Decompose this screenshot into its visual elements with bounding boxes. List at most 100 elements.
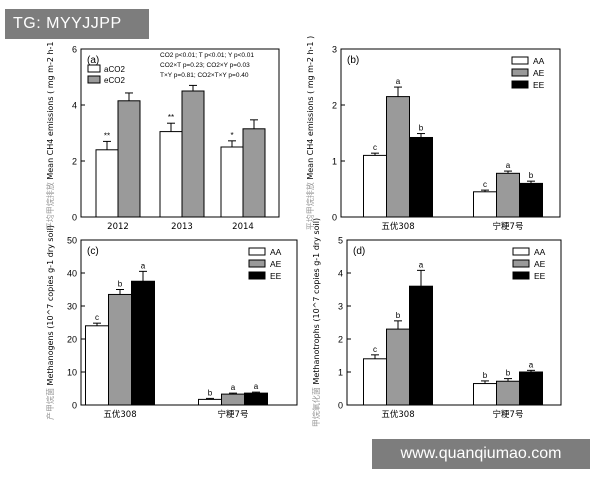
y-tick-label: 0 — [338, 401, 343, 411]
legend-label: AE — [534, 259, 546, 269]
chart-panel-d: 0 1 2 3 4 5 (d) 甲烷氧化菌 Methanotrophs (10^7 copie… — [311, 218, 562, 427]
panel-label: (d) — [353, 246, 365, 257]
bar-eCO2-1 — [181, 90, 205, 218]
y-tick-label: 2 — [72, 157, 77, 167]
y-axis-label-cn: 平均甲烷排放 — [45, 180, 55, 231]
y-tick-label: 30 — [67, 302, 77, 312]
bar-aCO2-1 — [159, 131, 183, 218]
legend-label: EE — [534, 271, 546, 281]
stats-line: CO2×T p=0.23; CO2×Y p=0.03 — [160, 62, 250, 69]
panel-label: (c) — [87, 246, 99, 257]
significance-label: * — [230, 131, 233, 140]
legend-swatch-AA — [248, 247, 266, 256]
x-tick-label: 2014 — [232, 222, 254, 232]
legend-swatch-EE — [248, 271, 266, 280]
significance-label: b — [118, 280, 123, 289]
legend-swatch-eCO2 — [87, 75, 101, 84]
stats-line: CO2 p<0.01; T p<0.01; Y p<0.01 — [160, 52, 254, 59]
legend-label: AE — [270, 259, 282, 269]
legend-swatch-AA — [511, 56, 529, 65]
y-tick-label: 2 — [338, 335, 343, 345]
legend-label: AA — [270, 247, 282, 257]
legend-label: AA — [534, 247, 546, 257]
bar-aCO2-0 — [95, 149, 119, 218]
bar-AA-1 — [473, 191, 497, 218]
significance-label: c — [95, 313, 99, 322]
y-axis-label-en: Methanogens (10^7 copies g-1 dry soil) — [46, 225, 55, 385]
y-axis-label-en: Methanotrophs (10^7 copies g-1 dry soil) — [312, 218, 321, 385]
y-axis-label: 甲烷氧化菌 Methanotrophs (10^7 copies g-1 dry… — [311, 218, 321, 427]
significance-label: ** — [104, 131, 110, 140]
y-tick-label: 4 — [338, 269, 343, 279]
watermark: www.quanqiumao.com — [372, 439, 590, 469]
bar-EE-0 — [409, 136, 433, 218]
legend-swatch-AA — [512, 247, 530, 256]
legend-label: AA — [533, 56, 545, 66]
significance-label: c — [483, 180, 487, 189]
tg-badge: TG: MYYJJPP — [5, 9, 149, 39]
bar-eCO2-0 — [117, 100, 141, 218]
significance-label: b — [208, 388, 213, 397]
legend-label: aCO2 — [104, 65, 125, 74]
y-tick-label: 6 — [72, 45, 77, 55]
y-axis-label-cn: 甲烷氧化菌 — [311, 385, 321, 428]
chart-panel-a: 0 2 4 6 (a) 平均甲烷排放 Mean CH4 emissions ( mg m-… — [45, 36, 280, 232]
x-tick-label: 五优308 — [381, 221, 414, 232]
legend-swatch-AE — [512, 259, 530, 268]
significance-label: c — [373, 345, 377, 354]
legend-swatch-EE — [511, 80, 529, 89]
legend-label: EE — [270, 271, 282, 281]
bar-EE-0 — [131, 280, 155, 406]
y-axis-label-cn: 平均甲烷排放 — [305, 180, 315, 231]
plot-frame — [80, 239, 298, 406]
x-tick-label: 2012 — [107, 222, 129, 232]
panel-label: (b) — [347, 55, 359, 66]
y-tick-label: 40 — [67, 269, 77, 279]
bar-AA-1 — [473, 383, 497, 406]
significance-label: a — [396, 77, 401, 86]
bar-AE-1 — [221, 393, 245, 406]
x-tick-label: 宁粳7号 — [218, 409, 249, 420]
x-tick-label: 宁粳7号 — [493, 409, 524, 420]
y-tick-label: 20 — [67, 335, 77, 345]
chart-panel-c: 0 10 20 30 40 50 (c) 产甲烷菌 Methanogens (10^7 cop… — [45, 225, 298, 420]
legend-label: eCO2 — [104, 76, 125, 85]
significance-label: b — [419, 124, 424, 133]
y-tick-label: 0 — [332, 213, 337, 223]
significance-label: a — [529, 360, 534, 369]
y-tick-label: 0 — [72, 401, 77, 411]
significance-label: b — [396, 311, 401, 320]
bar-aCO2-2 — [220, 146, 244, 218]
plot-frame — [340, 48, 561, 218]
y-tick-label: 10 — [67, 368, 77, 378]
y-axis-label-en: Mean CH4 emissions ( mg m-2 h-1 ) — [306, 36, 315, 180]
x-tick-label: 宁粳7号 — [493, 221, 524, 232]
legend-swatch-AE — [511, 68, 529, 77]
bar-EE-0 — [409, 285, 433, 406]
chart-panel-b: 0 1 2 3 (b) 平均甲烷排放 Mean CH4 emissions ( mg m-… — [305, 36, 561, 232]
y-tick-label: 1 — [332, 157, 337, 167]
y-tick-label: 3 — [338, 302, 343, 312]
bar-AA-1 — [198, 398, 222, 406]
significance-label: a — [419, 260, 424, 269]
bar-AE-1 — [496, 172, 520, 218]
y-tick-label: 5 — [338, 236, 343, 246]
legend-label: EE — [533, 80, 545, 90]
panel-label: (a) — [87, 55, 99, 66]
legend-label: AE — [533, 68, 545, 78]
legend-swatch-aCO2 — [87, 64, 101, 73]
significance-label: a — [231, 383, 236, 392]
y-axis-label: 平均甲烷排放 Mean CH4 emissions ( mg m-2 h-1 ) — [45, 36, 55, 230]
significance-label: a — [506, 161, 511, 170]
legend-swatch-EE — [512, 271, 530, 280]
y-tick-label: 0 — [72, 213, 77, 223]
plot-frame — [346, 239, 562, 406]
bar-eCO2-2 — [242, 128, 266, 218]
bar-AA-0 — [85, 325, 109, 406]
y-axis-label-cn: 产甲烷菌 — [45, 385, 55, 420]
y-tick-label: 4 — [72, 101, 77, 111]
y-tick-label: 2 — [332, 101, 337, 111]
bar-AE-0 — [386, 96, 410, 218]
bar-AE-1 — [496, 380, 520, 406]
